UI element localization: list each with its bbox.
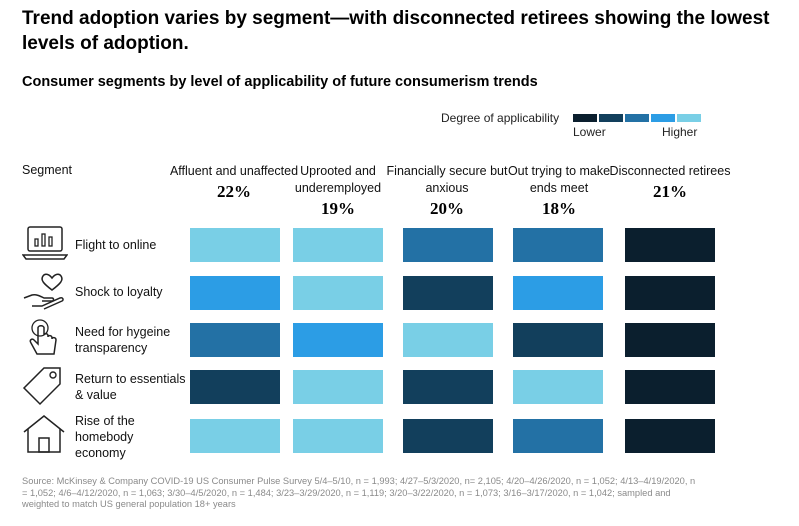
legend-label: Degree of applicability xyxy=(441,111,560,125)
column-share: 20% xyxy=(430,199,464,218)
heatmap-cell-return-to-essentials-value-uprooted-and-underemployed xyxy=(293,370,383,404)
row-label-flight-to-online: Flight to online xyxy=(75,238,157,252)
heatmap-cell-flight-to-online-uprooted-and-underemployed xyxy=(293,228,383,262)
column-header-financially-secure: Financially secure but anxious 20% xyxy=(385,163,509,219)
heatmap-cell-return-to-essentials-value-affluent-and-unaffected xyxy=(190,370,280,404)
column-name: Financially secure but anxious xyxy=(386,164,508,195)
price-tag-icon xyxy=(22,367,61,406)
heatmap-cell-rise-of-the-homebody-economy-disconnected-retirees xyxy=(625,419,715,453)
column-header-uprooted: Uprooted and underemployed 19% xyxy=(273,163,403,219)
column-share: 22% xyxy=(217,182,251,201)
row-label-homebody-economy: Rise of the homebody economy xyxy=(75,414,135,460)
column-share: 19% xyxy=(321,199,355,218)
chart-subtitle: Consumer segments by level of applicabil… xyxy=(22,74,538,90)
legend-swatch-4 xyxy=(651,114,675,122)
heatmap-cell-need-for-hygeine-transparency-uprooted-and-underemployed xyxy=(293,323,383,357)
heatmap-cell-rise-of-the-homebody-economy-affluent-and-unaffected xyxy=(190,419,280,453)
legend-swatch-1 xyxy=(573,114,597,122)
row-label-hygiene-transparency: Need for hygeine transparency xyxy=(75,325,171,355)
heatmap-cell-shock-to-loyalty-uprooted-and-underemployed xyxy=(293,276,383,310)
heatmap-cell-return-to-essentials-value-out-trying-to-make-ends-meet xyxy=(513,370,603,404)
legend-swatch-5 xyxy=(677,114,701,122)
column-header-affluent: Affluent and unaffected 22% xyxy=(169,163,299,202)
heatmap-cell-shock-to-loyalty-financially-secure-but-anxious xyxy=(403,276,493,310)
column-header-out-trying: Out trying to make ends meet 18% xyxy=(494,163,624,219)
column-name: Affluent and unaffected xyxy=(169,164,299,178)
heatmap-cell-rise-of-the-homebody-economy-uprooted-and-underemployed xyxy=(293,419,383,453)
column-name: Out trying to make ends meet xyxy=(507,164,611,195)
legend-higher-label: Higher xyxy=(662,125,698,139)
heatmap-cell-need-for-hygeine-transparency-financially-secure-but-anxious xyxy=(403,323,493,357)
heatmap-cell-flight-to-online-financially-secure-but-anxious xyxy=(403,228,493,262)
legend-swatch-3 xyxy=(625,114,649,122)
heatmap-cell-shock-to-loyalty-disconnected-retirees xyxy=(625,276,715,310)
column-name: Disconnected retirees xyxy=(609,164,731,178)
heatmap-cell-return-to-essentials-value-financially-secure-but-anxious xyxy=(403,370,493,404)
legend-lower-label: Lower xyxy=(573,125,606,139)
legend-swatch-2 xyxy=(599,114,623,122)
row-label-shock-to-loyalty: Shock to loyalty xyxy=(75,285,163,299)
heatmap-cell-flight-to-online-affluent-and-unaffected xyxy=(190,228,280,262)
heatmap-cell-shock-to-loyalty-out-trying-to-make-ends-meet xyxy=(513,276,603,310)
column-header-retirees: Disconnected retirees 21% xyxy=(605,163,735,202)
chart-title: Trend adoption varies by segment—with di… xyxy=(22,8,770,54)
heatmap-cell-shock-to-loyalty-affluent-and-unaffected xyxy=(190,276,280,310)
hand-heart-icon xyxy=(23,273,64,310)
heatmap-cell-need-for-hygeine-transparency-affluent-and-unaffected xyxy=(190,323,280,357)
column-share: 21% xyxy=(653,182,687,201)
row-label-return-to-essentials: Return to essentials & value xyxy=(75,372,186,402)
heatmap-cell-flight-to-online-out-trying-to-make-ends-meet xyxy=(513,228,603,262)
finger-touch-icon xyxy=(29,319,57,355)
heatmap-cell-rise-of-the-homebody-economy-out-trying-to-make-ends-meet xyxy=(513,419,603,453)
segment-column-header: Segment xyxy=(22,163,73,177)
heatmap-cell-need-for-hygeine-transparency-out-trying-to-make-ends-meet xyxy=(513,323,603,357)
heatmap-cell-need-for-hygeine-transparency-disconnected-retirees xyxy=(625,323,715,357)
heatmap-cell-return-to-essentials-value-disconnected-retirees xyxy=(625,370,715,404)
column-name: Uprooted and underemployed xyxy=(294,164,382,195)
heatmap-cell-flight-to-online-disconnected-retirees xyxy=(625,228,715,262)
heatmap-cell-rise-of-the-homebody-economy-financially-secure-but-anxious xyxy=(403,419,493,453)
laptop-chart-icon xyxy=(22,226,68,260)
source-note: Source: McKinsey & Company COVID-19 US C… xyxy=(22,476,696,509)
legend-swatches xyxy=(573,114,701,122)
column-share: 18% xyxy=(542,199,576,218)
house-icon xyxy=(23,415,65,453)
